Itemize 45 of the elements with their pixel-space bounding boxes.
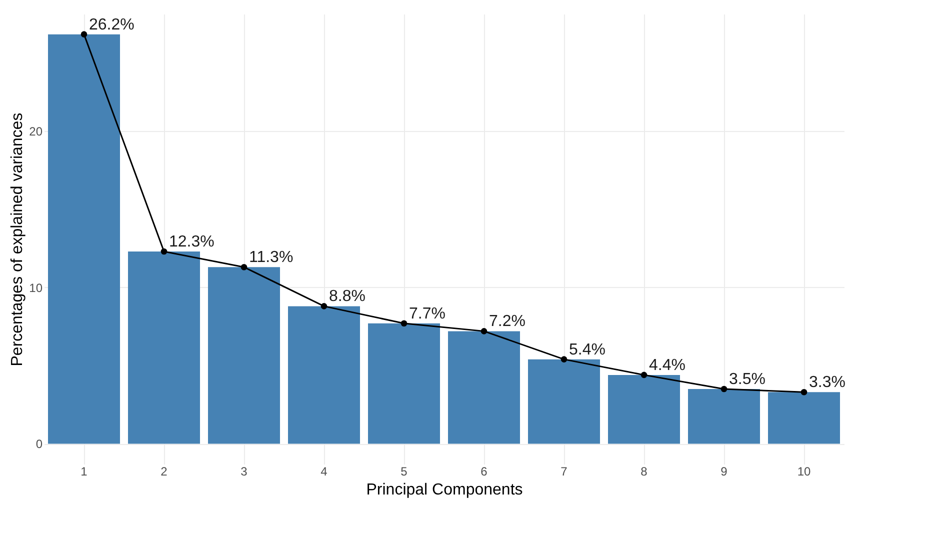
bar (368, 323, 440, 444)
data-label: 7.2% (489, 313, 526, 330)
x-tick-label: 4 (320, 464, 328, 478)
point (80, 31, 88, 38)
point (560, 356, 568, 362)
x-tick-label: 9 (720, 464, 728, 478)
data-label: 3.3% (809, 374, 846, 392)
x-tick-label: 8 (640, 464, 648, 478)
x-tick-label: 2 (160, 464, 168, 478)
bar (128, 252, 200, 444)
bar (768, 392, 840, 444)
y-tick-label: 20 (29, 124, 43, 139)
data-label: 26.2% (89, 16, 134, 34)
point (480, 328, 488, 334)
data-label: 12.3% (169, 234, 214, 250)
bar (448, 331, 520, 444)
point (160, 248, 168, 255)
data-label: 8.8% (329, 288, 366, 306)
x-tick-label: 7 (560, 464, 568, 478)
y-tick-label: 10 (29, 280, 43, 295)
data-label: 5.4% (569, 341, 606, 358)
point (720, 386, 728, 392)
x-tick-label: 3 (240, 464, 248, 478)
bar (608, 374, 680, 444)
bar (208, 267, 280, 444)
point (400, 320, 408, 327)
x-tick-label: 5 (400, 464, 408, 478)
bar (48, 34, 120, 444)
y-tick-label: 0 (36, 437, 43, 452)
point (800, 388, 808, 396)
bar (528, 359, 600, 444)
data-label: 3.5% (729, 371, 766, 388)
y-axis-title: Percentages of explained variances (9, 112, 26, 366)
point (320, 303, 328, 310)
x-tick-label: 10 (797, 464, 811, 478)
x-axis-title: Principal Components (366, 482, 523, 498)
x-tick-label: 1 (80, 464, 88, 478)
x-tick-label: 6 (480, 464, 488, 478)
point (240, 264, 248, 270)
bar (688, 389, 760, 444)
bar (288, 306, 360, 444)
data-label: 7.7% (409, 305, 446, 322)
data-label: 4.4% (649, 356, 686, 374)
data-label: 11.3% (249, 249, 294, 266)
point (640, 372, 648, 378)
